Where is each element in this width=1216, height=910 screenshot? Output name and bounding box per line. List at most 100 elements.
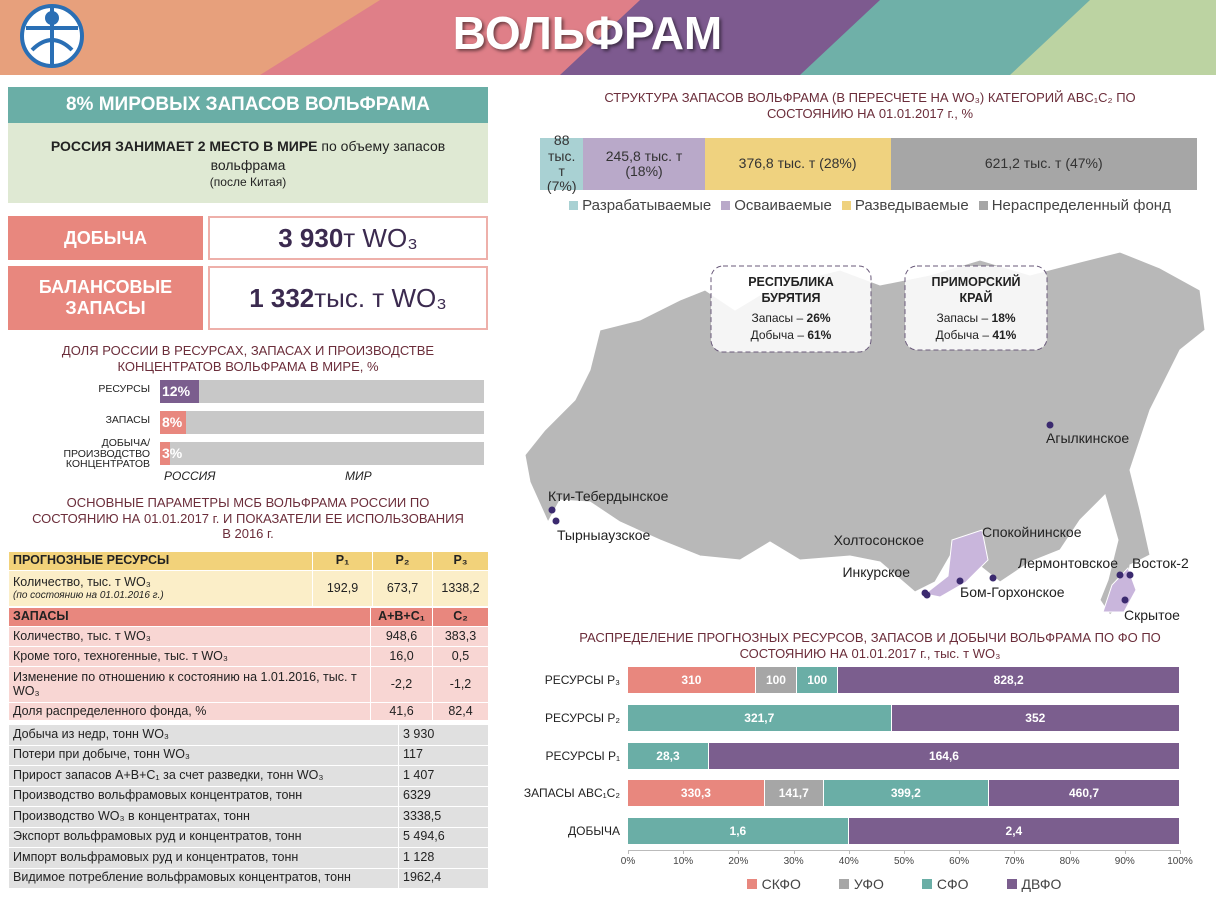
table-cell: 1338,2 xyxy=(432,570,489,607)
legend-label: Нераспределенный фонд xyxy=(991,197,1171,214)
table-row: Количество, тыс. т WO₃ 948,6 383,3 xyxy=(8,626,489,647)
world-share-text: по объему запасов вольфрама xyxy=(210,138,446,173)
row-note: (по состоянию на 01.01.2016 г.) xyxy=(13,589,164,601)
region-stat: Добыча – 61% xyxy=(751,328,832,342)
params-table: Добыча из недр, тонн WO₃ 3 930 Потери при … xyxy=(8,724,489,889)
deposit-label: Тырныаузское xyxy=(557,527,651,543)
reserves-table: ЗАПАСЫ A+B+C₁ C₂ Количество, тыс. т WO₃ 948,… xyxy=(8,607,489,721)
region-stat-label: Запасы – xyxy=(751,311,806,325)
bar-segment: 621,2 тыс. т (47%) xyxy=(890,138,1197,190)
table-cell: 82,4 xyxy=(432,702,489,721)
bar-background xyxy=(160,380,484,403)
deposit-marker xyxy=(1046,421,1054,429)
kpi-value-box: 1 332 тыс. т WO₃ xyxy=(208,266,488,330)
bar-segment: 310 xyxy=(628,667,756,693)
table-cell: Импорт вольфрамовых руд и концентратов, … xyxy=(8,847,399,869)
bar xyxy=(160,380,199,403)
legend-item: СКФО xyxy=(746,876,801,892)
legend-label: СФО xyxy=(936,876,969,892)
world-share-note: (после Китая) xyxy=(209,174,287,189)
table-cell: A+B+C₁ xyxy=(370,607,433,627)
deposit-marker xyxy=(548,506,556,514)
tick-mark xyxy=(904,850,905,854)
tick-mark xyxy=(738,850,740,854)
x-tick-label: 60% xyxy=(949,856,970,867)
table-cell: 41,6 xyxy=(370,702,433,721)
legend-item: Разрабатываемые xyxy=(569,197,711,214)
table-row: ПРОГНОЗНЫЕ РЕСУРСЫ P₁ P₂ P₃ xyxy=(8,551,489,571)
table-cell: Потери при добыче, тонн WO₃ xyxy=(8,744,399,766)
deposit-marker xyxy=(1121,596,1129,604)
value-label: 245,8 тыс. т (18%) xyxy=(605,147,683,179)
table-cell: Прирост запасов A+B+C₁ за счет разведки,… xyxy=(8,765,399,787)
tick-mark xyxy=(793,850,795,854)
table-cell: Производство вольфрамовых концентратов, … xyxy=(8,785,399,807)
deposit-label: Лермонтовское xyxy=(1018,555,1118,571)
section-title: ОСНОВНЫЕ ПАРАМЕТРЫ МСБ ВОЛЬФРАМА РОССИИ … xyxy=(32,495,464,542)
deposit-label: Восток-2 xyxy=(1132,555,1189,571)
x-tick-label: 10% xyxy=(673,856,694,867)
kpi-value: 3 930 xyxy=(278,222,344,253)
deposit-label: Агылкинское xyxy=(1046,430,1129,446)
logo xyxy=(20,4,84,68)
legend-swatch xyxy=(978,201,988,210)
bar-segment: 399,2 xyxy=(823,780,990,807)
bar-segment: 141,7 xyxy=(764,780,824,807)
header-banner xyxy=(0,0,1216,75)
table-cell: 1 407 xyxy=(398,765,489,787)
table-cell: 948,6 xyxy=(370,626,433,647)
axis-label: РОССИЯ xyxy=(164,469,216,483)
table-cell: Количество, тыс. т WO₃ (по состоянию на 0… xyxy=(8,570,313,607)
category-label: РЕСУРСЫ xyxy=(98,383,150,395)
table-cell: 192,9 xyxy=(312,570,373,607)
table-cell: Изменение по отношению к состоянию на 1.… xyxy=(8,666,371,703)
legend-swatch xyxy=(838,879,849,889)
value-label: 2,4 xyxy=(1005,824,1023,839)
bar-segment: 352 xyxy=(891,704,1180,731)
russia-map xyxy=(524,251,1206,616)
table-cell: Видимое потребление вольфрамовых концент… xyxy=(8,867,399,889)
deposit-marker xyxy=(1116,571,1124,579)
deposit-label: Инкурское xyxy=(842,564,910,580)
tick-mark xyxy=(1180,850,1181,854)
region-name-line: БУРЯТИЯ xyxy=(761,291,820,305)
value-label: 141,7 xyxy=(778,786,809,801)
legend-label: УФО xyxy=(853,876,884,892)
table-cell: 3338,5 xyxy=(398,806,489,828)
category-label: РЕСУРСЫ P₁ xyxy=(545,748,620,763)
kpi-value: 1 332 xyxy=(249,282,315,313)
deposit-label: Кти-Тебердынское xyxy=(548,488,669,504)
region-stat-value: 61% xyxy=(807,328,831,342)
legend-swatch xyxy=(569,201,579,210)
deposit-label: Спокойнинское xyxy=(982,524,1082,540)
legend-swatch xyxy=(841,201,851,210)
bar-segment: 100 xyxy=(797,667,839,693)
chart-title: ДОЛЯ РОССИИ В РЕСУРСАХ, ЗАПАСАХ И ПРОИЗВ… xyxy=(61,343,435,374)
x-tick-label: 40% xyxy=(838,856,859,867)
kpi-unit: тыс. т WO₃ xyxy=(314,282,447,313)
category-label: РЕСУРСЫ P₃ xyxy=(544,673,620,687)
bar-segment: 460,7 xyxy=(989,780,1180,807)
legend: СКФО УФО СФО ДВФО xyxy=(628,876,1180,892)
region-stat-value: 41% xyxy=(992,328,1016,342)
table-row: Доля распределенного фонда, % 41,6 82,4 xyxy=(8,702,489,721)
x-tick-label: 0% xyxy=(620,856,636,867)
bar-segment: 100 xyxy=(755,667,798,693)
table-row: Потери при добыче, тонн WO₃ 117 xyxy=(8,744,489,766)
table-row: Количество, тыс. т WO₃ (по состоянию на 0… xyxy=(8,570,489,607)
table-cell: 383,3 xyxy=(432,626,489,647)
bar-background xyxy=(160,411,484,434)
bar-segment: 1,6 xyxy=(628,818,849,845)
value-label: 460,7 xyxy=(1069,786,1100,801)
x-tick-label: 30% xyxy=(783,856,804,867)
legend-item: СФО xyxy=(921,876,969,892)
table-cell: P₂ xyxy=(372,551,433,571)
table-cell: Добыча из недр, тонн WO₃ xyxy=(8,724,399,746)
region-stat-value: 18% xyxy=(992,311,1016,325)
table-cell: 5 494,6 xyxy=(398,826,489,848)
value-label: 3% xyxy=(162,445,183,461)
tick-mark xyxy=(683,850,685,854)
region-name-line: РЕСПУБЛИКА xyxy=(748,275,834,289)
value-label: 100 xyxy=(765,673,786,687)
